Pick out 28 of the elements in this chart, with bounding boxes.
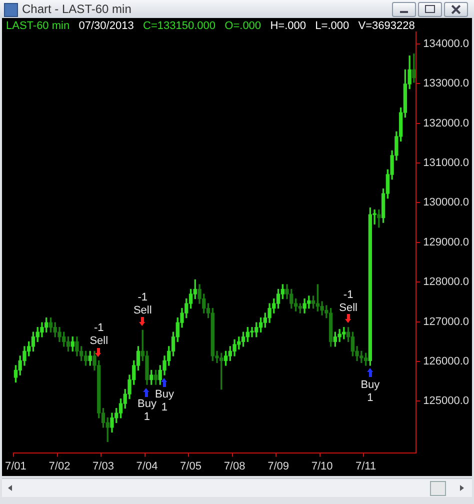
y-tick-label: 134000.0	[423, 38, 470, 50]
y-tick-label: 129000.0	[423, 236, 470, 248]
x-tick-label: 7/05	[180, 460, 202, 472]
y-tick-label: 131000.0	[423, 157, 470, 170]
y-tick-label: 130000.0	[423, 196, 470, 209]
annotation: Buy 1	[360, 378, 380, 404]
x-tick-label: 7/10	[311, 460, 333, 472]
x-tick-label: 7/09	[268, 460, 289, 472]
x-tick-label: 7/11	[356, 460, 376, 472]
y-tick-label: 127000.0	[423, 316, 470, 328]
x-tick-label: 7/04	[136, 460, 158, 472]
y-tick-label: 132000.0	[423, 117, 470, 130]
candlestick	[377, 210, 381, 228]
annotation: Buy 1	[138, 398, 157, 424]
annotation: -1 Sell	[339, 288, 358, 314]
y-tick-label: 128000.0	[423, 276, 470, 288]
x-tick-label: 7/02	[48, 460, 70, 472]
x-tick-label: 7/08	[224, 460, 246, 472]
chart-title: Chart - LAST-60 min	[22, 2, 132, 16]
y-tick-label: 133000.0	[423, 78, 470, 90]
chart-subtitle: LAST-60 min 07/30/2013 C=133150.000 O=.000 H=.000 L=.000 V=3693228	[6, 20, 416, 32]
y-tick-label: 126000.0	[423, 356, 470, 368]
annotation: Buy 1	[155, 388, 174, 414]
annotation: -1 Sell	[90, 322, 108, 348]
x-tick-label: 7/03	[92, 460, 114, 472]
x-tick-label: 7/01	[5, 460, 26, 472]
annotation: -1 Sell	[133, 292, 152, 317]
y-tick-label: 125000.0	[423, 395, 470, 408]
